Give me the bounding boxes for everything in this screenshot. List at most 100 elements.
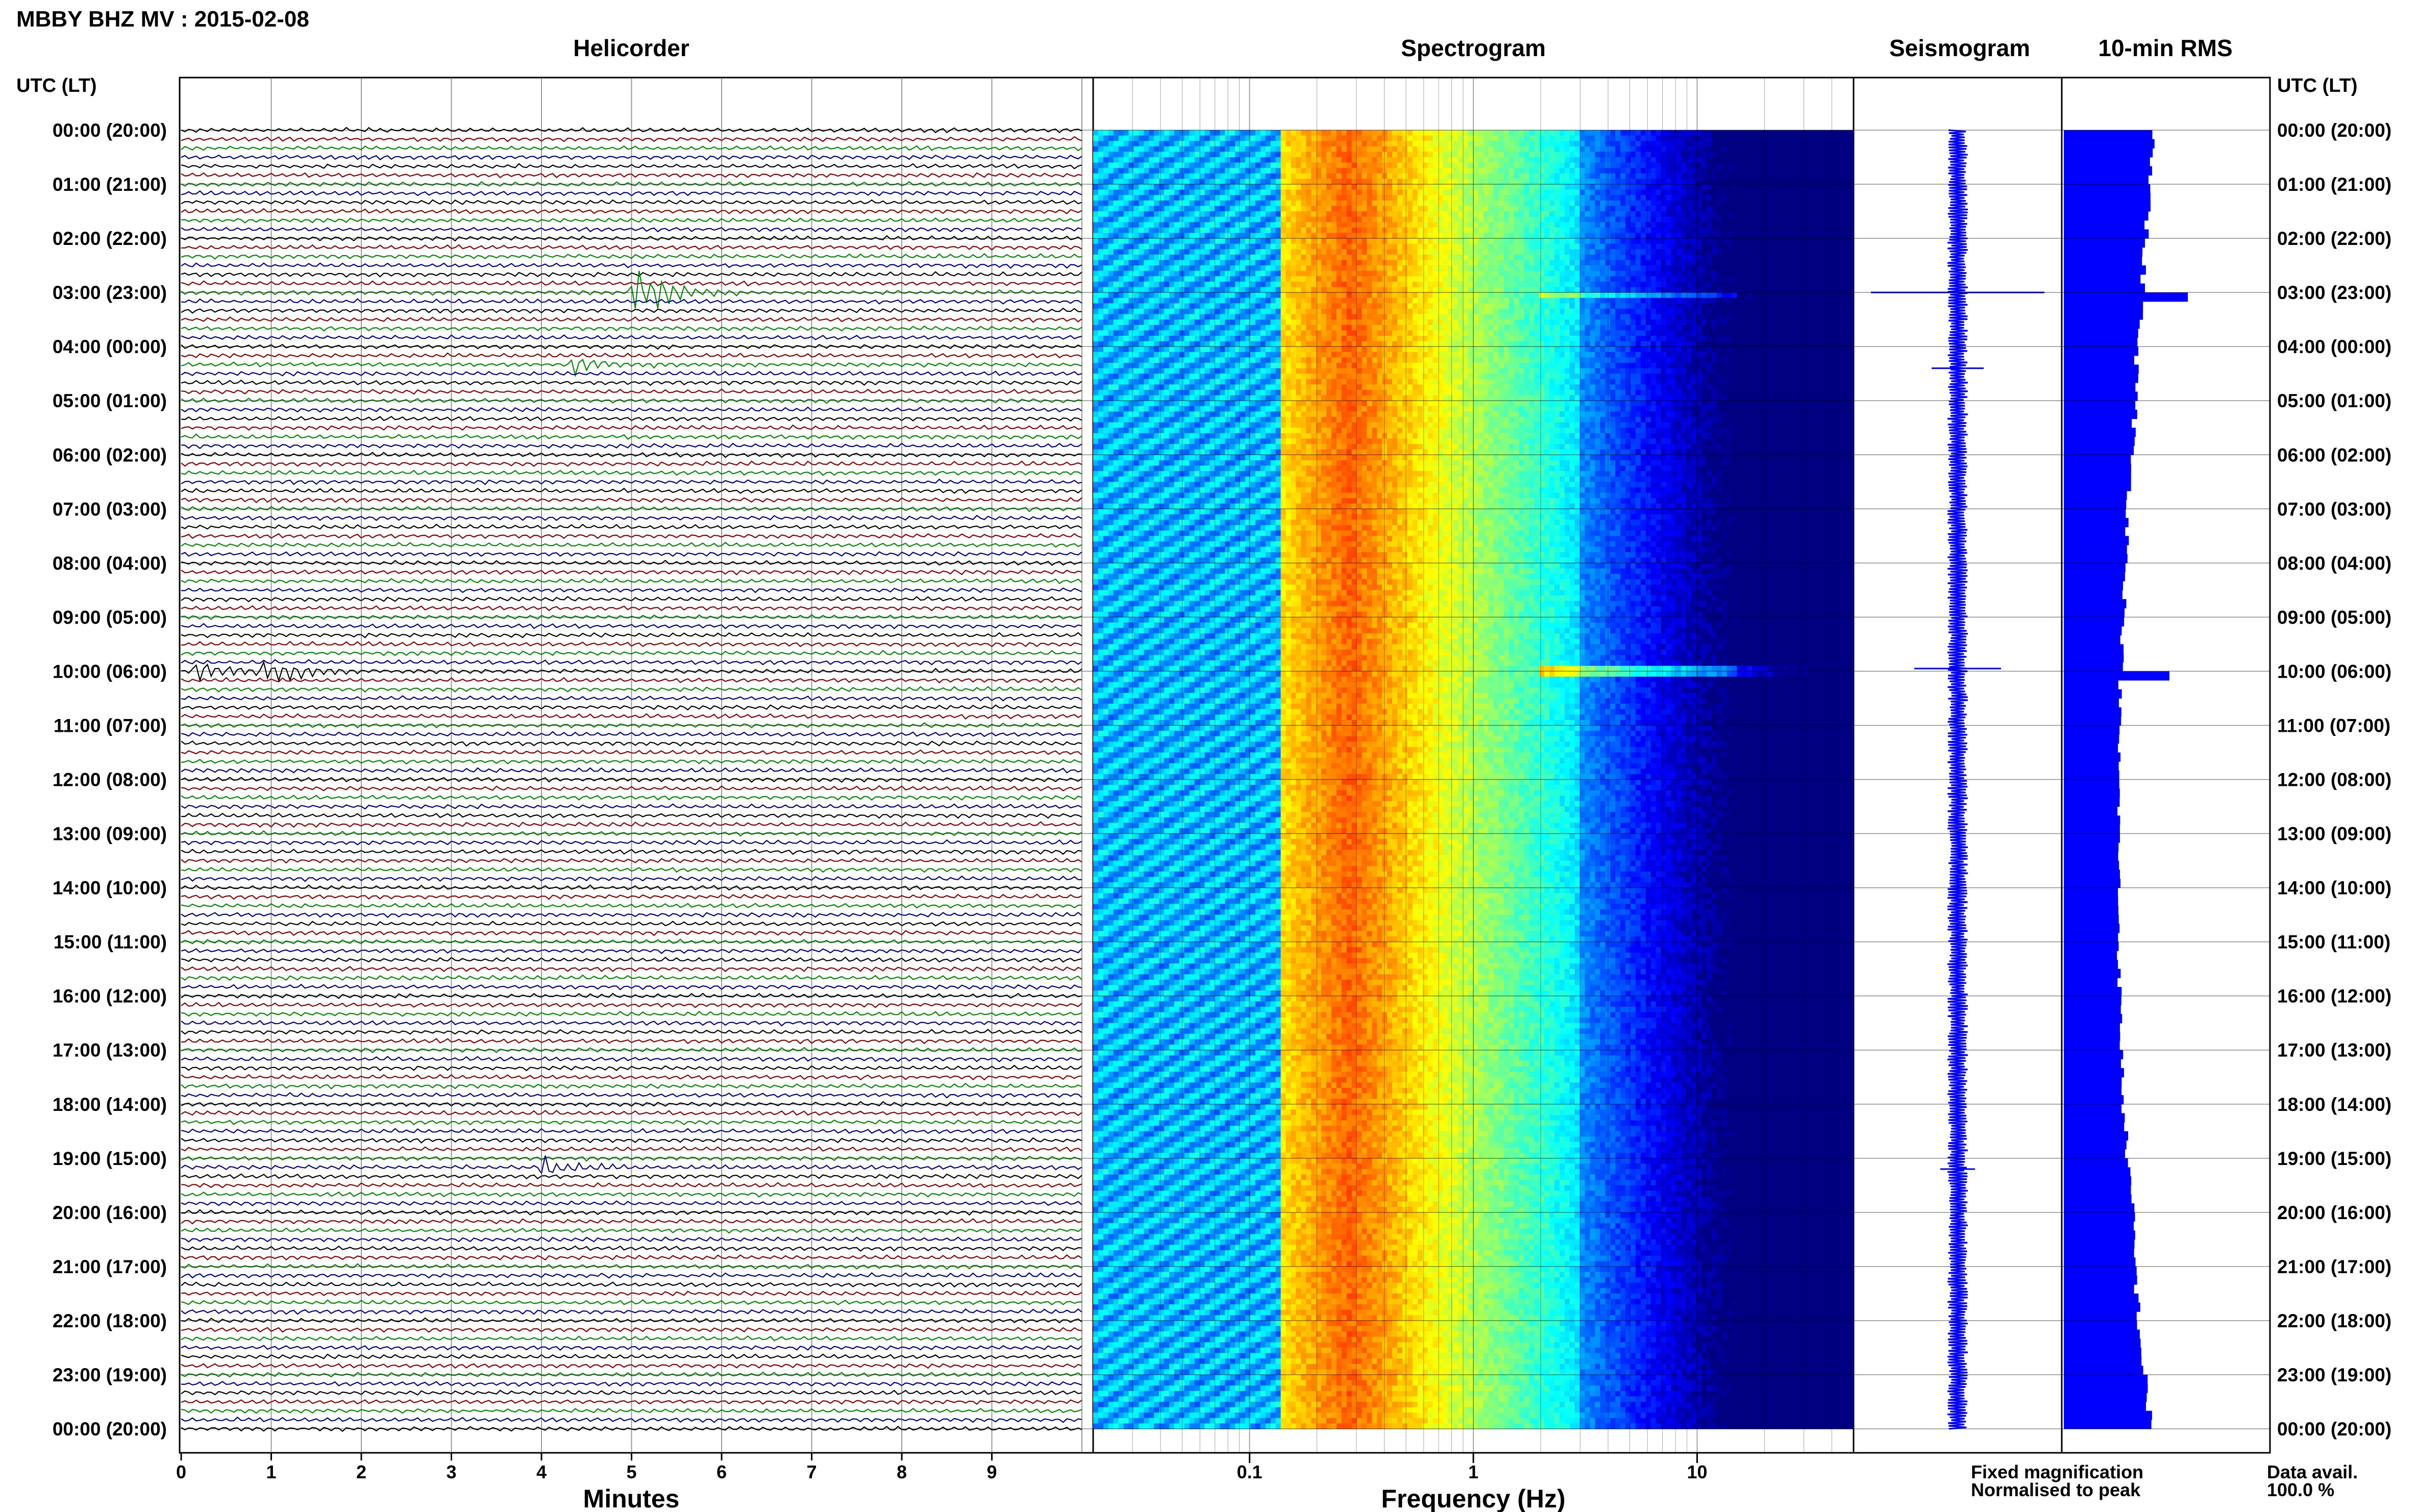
spectrogram-cell — [1129, 130, 1134, 136]
spectrogram-cell — [1230, 179, 1236, 184]
spectrogram-cell — [1529, 276, 1535, 282]
spectrogram-cell — [1737, 228, 1743, 233]
spectrogram-cell — [1144, 163, 1149, 168]
spectrogram-cell — [1342, 157, 1347, 163]
spectrogram-cell — [1767, 173, 1773, 179]
spectrogram-cell — [1124, 141, 1129, 146]
spectrogram-cell — [1144, 206, 1149, 212]
spectrogram-cell — [1230, 201, 1236, 206]
spectrogram-cell — [1443, 163, 1448, 168]
spectrogram-cell — [1712, 217, 1717, 222]
spectrogram-cell — [1387, 233, 1393, 239]
spectrogram-cell — [1732, 130, 1738, 136]
spectrogram-cell — [1286, 152, 1292, 157]
spectrogram-cell — [1762, 190, 1768, 195]
spectrogram-cell — [1255, 136, 1261, 141]
spectrogram-cell — [1762, 184, 1768, 190]
spectrogram-cell — [1154, 276, 1159, 282]
spectrogram-cell — [1418, 260, 1423, 266]
spectrogram-cell — [1661, 249, 1667, 255]
spectrogram-cell — [1093, 173, 1099, 179]
spectrogram-cell — [1828, 201, 1834, 206]
spectrogram-cell — [1261, 211, 1266, 217]
spectrogram-cell — [1190, 136, 1195, 141]
spectrogram-cell — [1489, 157, 1494, 163]
spectrogram-cell — [1590, 211, 1596, 217]
spectrogram-cell — [1200, 168, 1205, 173]
spectrogram-cell — [1357, 168, 1363, 173]
spectrogram-cell — [1534, 173, 1540, 179]
spectrogram-cell — [1712, 271, 1717, 277]
spectrogram-cell — [1377, 130, 1383, 136]
spectrogram-cell — [1433, 217, 1439, 222]
spectrogram-cell — [1631, 233, 1636, 239]
spectrogram-cell — [1610, 152, 1616, 157]
spectrogram-cell — [1514, 157, 1520, 163]
spectrogram-cell — [1311, 249, 1317, 255]
spectrogram-cell — [1235, 265, 1241, 271]
spectrogram-heatmap — [1093, 78, 1854, 1453]
spectrogram-cell — [1712, 211, 1717, 217]
spectrogram-cell — [1331, 163, 1337, 168]
spectrogram-cell — [1220, 157, 1225, 163]
spectrogram-cell — [1737, 190, 1743, 195]
spectrogram-cell — [1529, 136, 1535, 141]
spectrogram-cell — [1478, 141, 1484, 146]
spectrogram-cell — [1271, 146, 1276, 152]
spectrogram-cell — [1793, 130, 1798, 136]
spectrogram-cell — [1737, 249, 1743, 255]
spectrogram-cell — [1727, 260, 1733, 266]
spectrogram-cell — [1190, 163, 1195, 168]
spectrogram-cell — [1737, 206, 1743, 212]
spectrogram-cell — [1372, 173, 1377, 179]
spectrogram-cell — [1119, 260, 1124, 266]
spectrogram-cell — [1281, 222, 1287, 228]
spectrogram-cell — [1585, 276, 1591, 282]
spectrogram-cell — [1641, 271, 1646, 277]
spectrogram-cell — [1124, 271, 1129, 277]
spectrogram-cell — [1727, 146, 1733, 152]
spectrogram-cell — [1575, 195, 1581, 201]
spectrogram-cell — [1266, 136, 1271, 141]
spectrogram-cell — [1402, 141, 1408, 146]
spectrogram-cell — [1129, 173, 1134, 179]
spectrogram-cell — [1600, 211, 1606, 217]
spectrogram-cell — [1560, 222, 1565, 228]
spectrogram-cell — [1848, 201, 1854, 206]
spectrogram-cell — [1301, 271, 1306, 277]
spectrogram-cell — [1458, 136, 1464, 141]
spectrogram-cell — [1119, 141, 1124, 146]
spectrogram-cell — [1139, 217, 1144, 222]
spectrogram-cell — [1463, 184, 1469, 190]
spectrogram-cell — [1823, 173, 1829, 179]
spectrogram-cell — [1585, 238, 1591, 244]
spectrogram-cell — [1712, 222, 1717, 228]
spectrogram-cell — [1144, 157, 1149, 163]
spectrogram-cell — [1843, 211, 1849, 217]
spectrogram-cell — [1149, 222, 1154, 228]
spectrogram-cell — [1499, 244, 1504, 250]
spectrogram-cell — [1230, 173, 1236, 179]
spectrogram-cell — [1347, 233, 1352, 239]
spectrogram-cell — [1524, 136, 1529, 141]
spectrogram-cell — [1463, 233, 1469, 239]
spectrogram-cell — [1813, 195, 1819, 201]
spectrogram-cell — [1676, 217, 1682, 222]
spectrogram-cell — [1108, 152, 1114, 157]
spectrogram-cell — [1129, 255, 1134, 260]
spectrogram-cell — [1808, 163, 1814, 168]
spectrogram-cell — [1534, 244, 1540, 250]
spectrogram-cell — [1691, 211, 1697, 217]
spectrogram-cell — [1230, 157, 1236, 163]
spectrogram-cell — [1732, 168, 1738, 173]
spectrogram-cell — [1504, 222, 1510, 228]
spectrogram-cell — [1129, 152, 1134, 157]
spectrogram-cell — [1276, 249, 1281, 255]
spectrogram-cell — [1783, 206, 1788, 212]
spectrogram-cell — [1570, 146, 1575, 152]
spectrogram-cell — [1828, 168, 1834, 173]
spectrogram-cell — [1539, 163, 1545, 168]
spectrogram-cell — [1636, 238, 1641, 244]
spectrogram-cell — [1666, 184, 1672, 190]
spectrogram-cell — [1600, 179, 1606, 184]
